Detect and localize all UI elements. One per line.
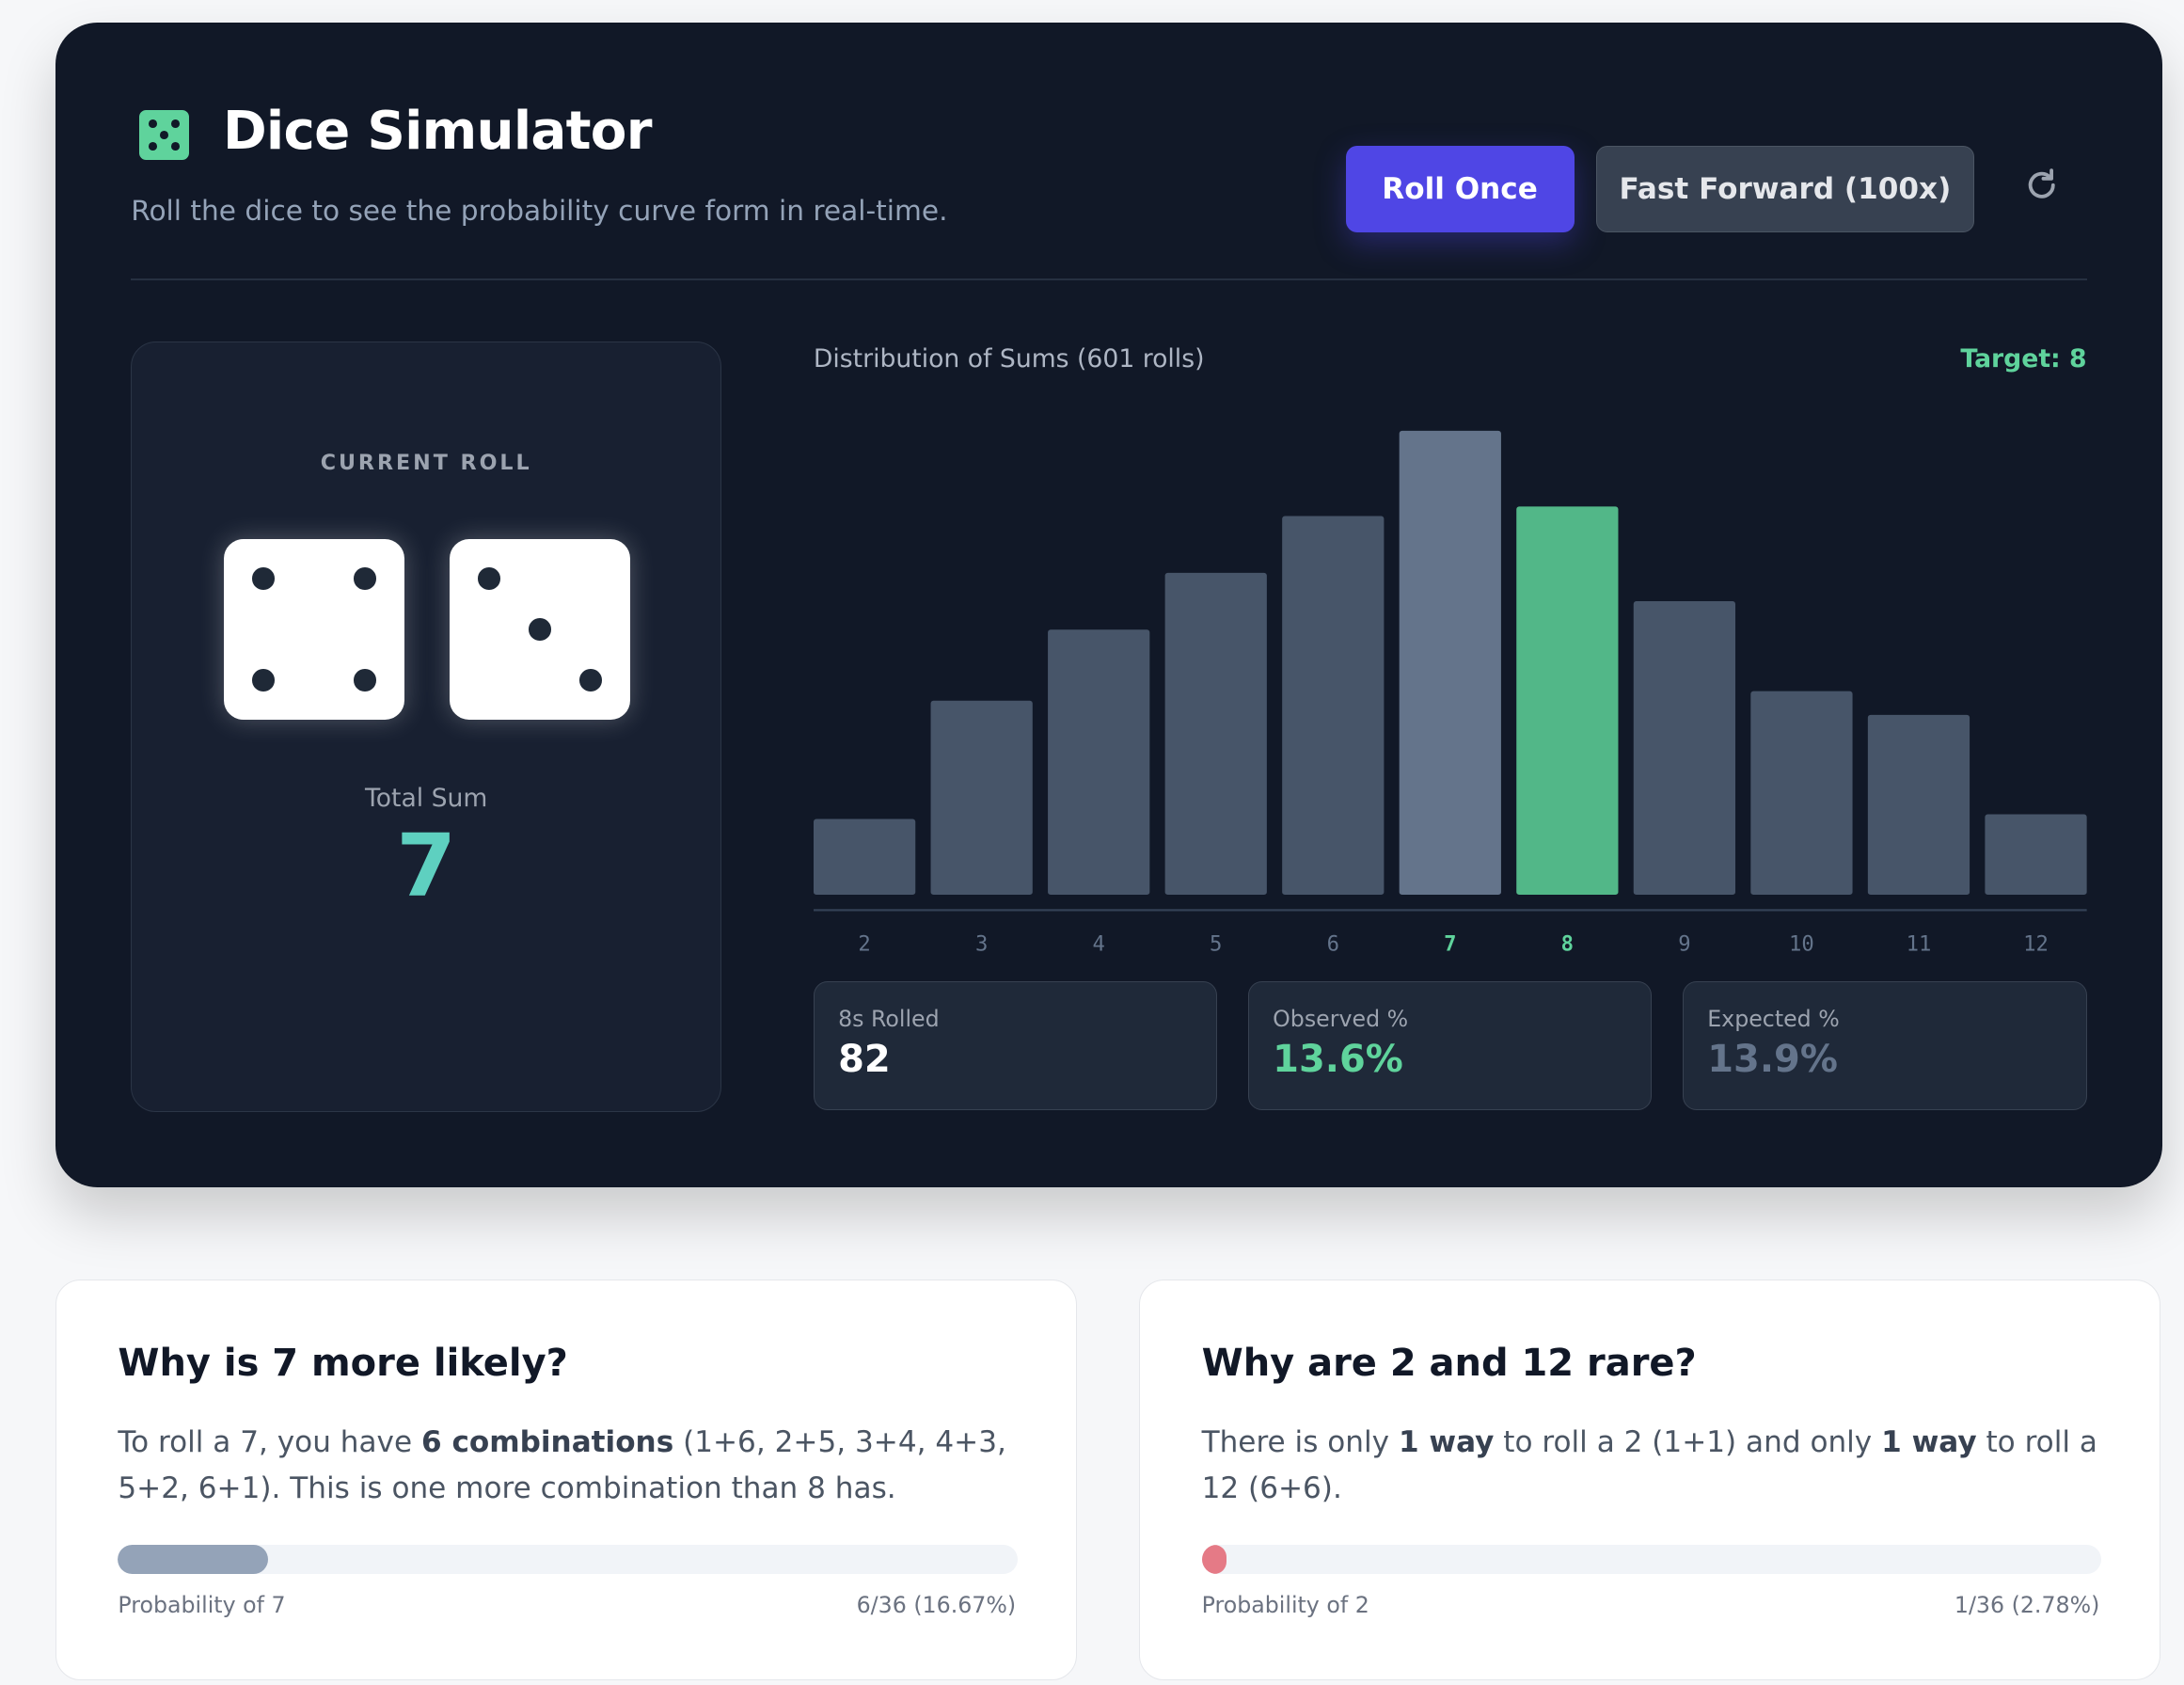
info-card-seven: Why is 7 more likely? To roll a 7, you h… (55, 1279, 1077, 1681)
probability-value: 1/36 (2.78%) (1954, 1592, 2100, 1619)
current-roll-card: CURRENT ROLL Total Sum 7 (131, 341, 722, 1112)
current-roll-label: CURRENT ROLL (320, 451, 532, 476)
stat-observed: Observed % 13.6% (1247, 980, 1653, 1111)
bar-5 (1164, 572, 1267, 895)
distribution-chart: 2 3 4 5 6 7 8 9 10 11 12 (813, 430, 2087, 956)
dice-five-icon (139, 109, 190, 161)
die-pip (252, 567, 276, 590)
x-tick-label: 3 (975, 931, 988, 956)
x-tick-label: 6 (1326, 931, 1338, 956)
x-tick-label: 12 (2023, 931, 2049, 956)
probability-bar (118, 1544, 1019, 1575)
fast-forward-button[interactable]: Fast Forward (100x) (1596, 146, 1974, 233)
roll-once-button[interactable]: Roll Once (1345, 146, 1575, 233)
probability-value: 6/36 (16.67%) (856, 1592, 1017, 1619)
info-text-segment: to roll a 12 (6+6). (1201, 1424, 2097, 1505)
bar-3 (930, 700, 1033, 895)
total-sum-value: 7 (396, 816, 457, 917)
die-pip (354, 567, 376, 590)
x-tick-label: 7 (1444, 931, 1456, 956)
die-pip (478, 567, 501, 590)
info-text-segment: There is only (1201, 1424, 1399, 1459)
info-text-segment: to roll a 2 (1+1) and only (1494, 1424, 1882, 1459)
x-tick-label: 8 (1561, 931, 1574, 956)
info-text: To roll a 7, you have 6 combinations (1+… (118, 1420, 1023, 1512)
x-tick-label: 11 (1906, 931, 1931, 956)
bar-11 (1867, 714, 1970, 895)
simulator-panel: Dice Simulator Roll the dice to see the … (55, 22, 2162, 1187)
bar-8 (1516, 506, 1619, 895)
die-pip (252, 668, 276, 691)
die-pip (529, 618, 551, 641)
chart-title: Distribution of Sums (601 rolls) (813, 343, 1205, 374)
probability-fill (1201, 1544, 1227, 1575)
bar-2 (813, 819, 916, 895)
stat-count: 8s Rolled 82 (813, 980, 1218, 1111)
x-tick-label: 5 (1210, 931, 1222, 956)
info-title: Why is 7 more likely? (118, 1341, 568, 1385)
refresh-icon[interactable] (2022, 166, 2061, 204)
info-text-bold: 1 way (1881, 1424, 1977, 1459)
bar-10 (1750, 691, 1853, 895)
target-label: Target: 8 (1960, 343, 2087, 374)
die-1 (223, 538, 405, 721)
probability-label: Probability of 2 (1201, 1592, 1369, 1619)
stat-value: 82 (838, 1037, 891, 1081)
stat-label: Expected % (1707, 1005, 1840, 1032)
info-text-bold: 1 way (1398, 1424, 1495, 1459)
probability-label: Probability of 7 (118, 1592, 286, 1619)
info-title: Why are 2 and 12 rare? (1201, 1341, 1697, 1385)
x-tick-label: 2 (858, 931, 870, 956)
probability-fill (118, 1544, 268, 1575)
info-text-bold: 6 combinations (420, 1424, 674, 1459)
total-sum-label: Total Sum (364, 784, 488, 814)
bar-4 (1047, 628, 1150, 895)
info-text-segment: To roll a 7, you have (118, 1424, 421, 1459)
stat-value: 13.6% (1273, 1037, 1403, 1081)
stat-label: Observed % (1273, 1005, 1409, 1032)
x-tick-label: 9 (1678, 931, 1690, 956)
bar-6 (1282, 516, 1385, 895)
probability-bar (1201, 1544, 2102, 1575)
stat-label: 8s Rolled (838, 1005, 940, 1032)
info-text-segment: (1+6, 2+5, 3+4, 4+3, 5+2, 6+1). This is … (118, 1424, 1006, 1505)
die-pip (354, 668, 376, 691)
stat-value: 13.9% (1707, 1037, 1838, 1081)
page-title: Dice Simulator (222, 100, 653, 162)
bar-9 (1633, 600, 1735, 895)
bar-12 (1985, 814, 2087, 895)
info-text: There is only 1 way to roll a 2 (1+1) an… (1202, 1420, 2108, 1512)
die-2 (449, 538, 631, 721)
x-tick-label: 10 (1789, 931, 1814, 956)
stat-expected: Expected % 13.9% (1683, 980, 2087, 1111)
x-tick-label: 4 (1092, 931, 1104, 956)
info-card-rare: Why are 2 and 12 rare? There is only 1 w… (1139, 1279, 2161, 1681)
page-subtitle: Roll the dice to see the probability cur… (131, 195, 948, 228)
divider (131, 278, 2087, 280)
die-pip (579, 668, 602, 691)
bar-7 (1399, 430, 1501, 895)
